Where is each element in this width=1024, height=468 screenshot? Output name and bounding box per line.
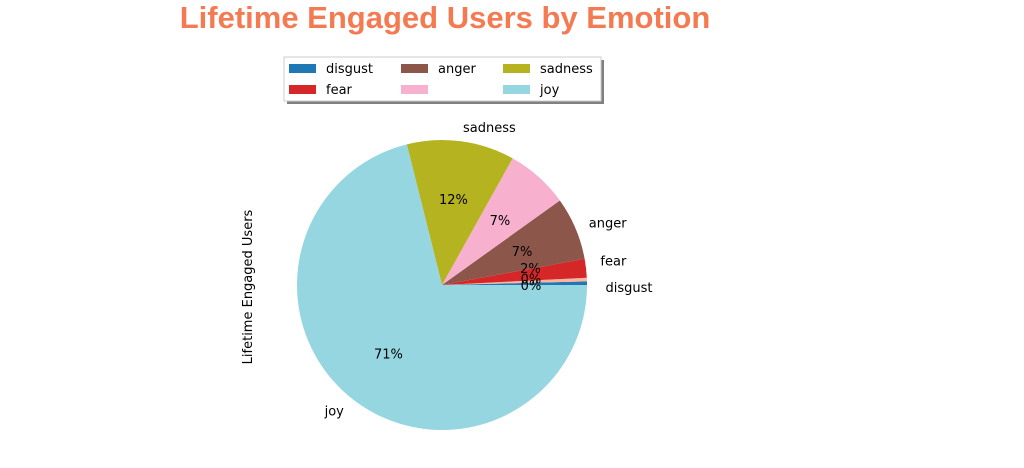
pie-slice-unlabeled-1 — [442, 277, 587, 285]
pie-slice-disgust — [442, 281, 587, 285]
pie-slice-unlabeled-4 — [442, 158, 560, 285]
legend-label-anger: anger — [438, 62, 476, 77]
chart-title: Lifetime Engaged Users by Emotion — [179, 0, 711, 35]
legend-label-disgust: disgust — [326, 62, 373, 77]
slice-label-anger: anger — [589, 217, 627, 232]
legend-swatch-unlabeled-3 — [401, 85, 428, 94]
legend-swatch-sadness — [503, 64, 530, 73]
slice-label-sadness: sadness — [463, 121, 516, 136]
slice-percent-6: 71% — [374, 348, 403, 363]
pie-slice-anger — [442, 200, 585, 285]
legend: disgust fear anger sadness joy — [283, 56, 604, 104]
pie-slice-joy — [297, 144, 587, 430]
slice-percent-0: 0% — [521, 279, 542, 294]
slice-percent-1: 0% — [521, 273, 542, 288]
pie-slice-fear — [442, 258, 587, 285]
pie-slice-sadness — [406, 140, 513, 285]
legend-swatch-fear — [289, 85, 316, 94]
slice-percent-4: 7% — [490, 214, 511, 229]
legend-swatch-disgust — [289, 64, 316, 73]
legend-swatch-anger — [401, 64, 428, 73]
slice-percent-2: 2% — [520, 262, 541, 277]
slice-label-disgust: disgust — [605, 281, 652, 296]
legend-swatch-joy — [503, 85, 530, 94]
legend-box — [283, 56, 602, 102]
y-axis-label: Lifetime Engaged Users — [241, 209, 256, 364]
slice-label-fear: fear — [600, 255, 627, 270]
slice-labels: disgust fear anger sadness joy — [324, 121, 653, 420]
slice-percent-3: 7% — [512, 245, 533, 260]
legend-label-joy: joy — [539, 83, 560, 98]
slice-percent-5: 12% — [439, 193, 468, 208]
slice-label-joy: joy — [324, 405, 345, 420]
legend-label-sadness: sadness — [540, 62, 593, 77]
pie-slices — [297, 140, 587, 430]
slice-percent-labels: 0%0%2%7%7%12%71% — [374, 193, 541, 363]
legend-label-fear: fear — [326, 83, 353, 98]
